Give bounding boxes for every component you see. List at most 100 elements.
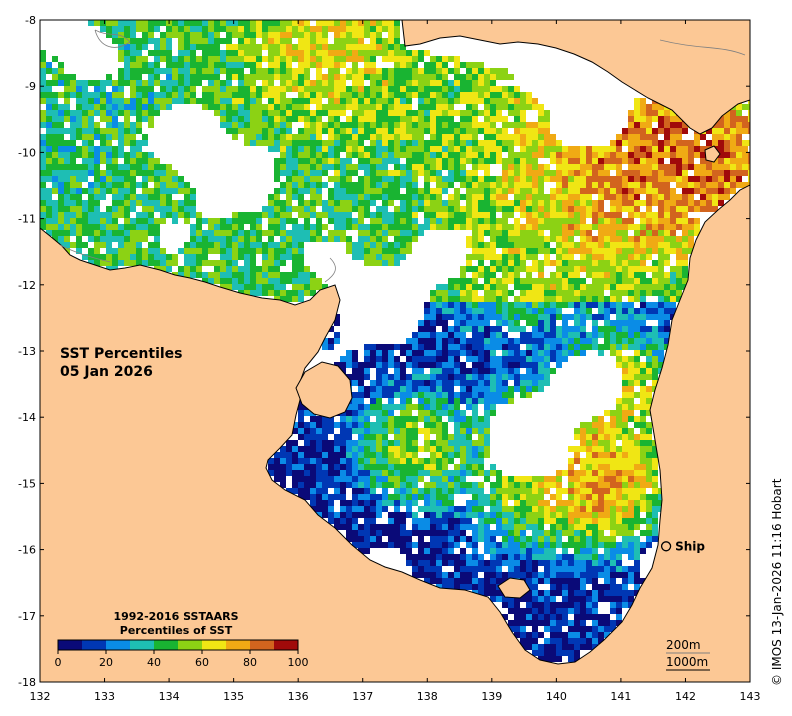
- sst-pixel: [124, 206, 130, 212]
- sst-pixel: [514, 368, 520, 374]
- sst-pixel: [304, 266, 310, 272]
- sst-pixel: [184, 92, 190, 98]
- sst-pixel: [502, 350, 508, 356]
- sst-pixel: [610, 230, 616, 236]
- sst-pixel: [322, 434, 328, 440]
- sst-pixel: [160, 188, 166, 194]
- sst-pixel: [316, 434, 322, 440]
- sst-pixel: [412, 458, 418, 464]
- sst-pixel: [340, 452, 346, 458]
- sst-pixel: [586, 284, 592, 290]
- sst-pixel: [742, 182, 748, 188]
- sst-pixel: [454, 194, 460, 200]
- sst-pixel: [412, 194, 418, 200]
- sst-pixel: [724, 194, 730, 200]
- sst-pixel: [568, 458, 574, 464]
- sst-pixel: [634, 182, 640, 188]
- sst-pixel: [604, 464, 610, 470]
- sst-pixel: [670, 296, 676, 302]
- sst-pixel: [358, 32, 364, 38]
- sst-pixel: [496, 296, 502, 302]
- sst-pixel: [658, 164, 664, 170]
- sst-pixel: [424, 350, 430, 356]
- sst-pixel: [340, 110, 346, 116]
- sst-pixel: [646, 248, 652, 254]
- sst-pixel: [442, 134, 448, 140]
- sst-pixel: [82, 140, 88, 146]
- sst-pixel: [658, 212, 664, 218]
- sst-pixel: [334, 200, 340, 206]
- sst-pixel: [268, 242, 274, 248]
- sst-pixel: [148, 248, 154, 254]
- sst-pixel: [682, 248, 688, 254]
- sst-pixel: [502, 482, 508, 488]
- sst-pixel: [664, 200, 670, 206]
- sst-pixel: [376, 398, 382, 404]
- sst-pixel: [316, 428, 322, 434]
- sst-pixel: [670, 146, 676, 152]
- sst-pixel: [250, 278, 256, 284]
- sst-pixel: [142, 224, 148, 230]
- sst-pixel: [118, 50, 124, 56]
- sst-pixel: [256, 140, 262, 146]
- sst-pixel: [484, 362, 490, 368]
- sst-pixel: [598, 272, 604, 278]
- sst-pixel: [376, 152, 382, 158]
- sst-pixel: [430, 122, 436, 128]
- sst-pixel: [322, 86, 328, 92]
- sst-pixel: [310, 26, 316, 32]
- sst-pixel: [634, 296, 640, 302]
- sst-pixel: [562, 470, 568, 476]
- sst-pixel: [580, 314, 586, 320]
- sst-pixel: [100, 104, 106, 110]
- sst-pixel: [490, 410, 496, 416]
- sst-pixel: [430, 146, 436, 152]
- sst-pixel: [622, 398, 628, 404]
- sst-pixel: [406, 110, 412, 116]
- sst-pixel: [316, 236, 322, 242]
- sst-pixel: [580, 344, 586, 350]
- sst-pixel: [256, 218, 262, 224]
- sst-pixel: [388, 182, 394, 188]
- sst-pixel: [130, 62, 136, 68]
- sst-pixel: [652, 218, 658, 224]
- sst-pixel: [160, 92, 166, 98]
- sst-pixel: [352, 248, 358, 254]
- sst-pixel: [316, 164, 322, 170]
- sst-pixel: [256, 74, 262, 80]
- sst-pixel: [472, 206, 478, 212]
- sst-pixel: [544, 374, 550, 380]
- sst-pixel: [646, 134, 652, 140]
- sst-pixel: [376, 260, 382, 266]
- sst-pixel: [514, 164, 520, 170]
- sst-pixel: [466, 464, 472, 470]
- sst-pixel: [280, 230, 286, 236]
- sst-pixel: [436, 80, 442, 86]
- sst-pixel: [700, 206, 706, 212]
- sst-pixel: [154, 260, 160, 266]
- sst-pixel: [196, 260, 202, 266]
- sst-pixel: [472, 80, 478, 86]
- sst-pixel: [508, 122, 514, 128]
- sst-pixel: [148, 116, 154, 122]
- sst-pixel: [430, 464, 436, 470]
- sst-pixel: [646, 470, 652, 476]
- sst-pixel: [580, 170, 586, 176]
- sst-pixel: [550, 212, 556, 218]
- sst-pixel: [430, 308, 436, 314]
- sst-pixel: [574, 164, 580, 170]
- sst-pixel: [250, 230, 256, 236]
- sst-pixel: [214, 278, 220, 284]
- sst-pixel: [400, 410, 406, 416]
- sst-pixel: [424, 302, 430, 308]
- sst-pixel: [550, 146, 556, 152]
- sst-pixel: [88, 218, 94, 224]
- sst-pixel: [556, 170, 562, 176]
- sst-pixel: [502, 314, 508, 320]
- sst-pixel: [430, 470, 436, 476]
- sst-pixel: [136, 140, 142, 146]
- sst-pixel: [454, 338, 460, 344]
- sst-pixel: [580, 278, 586, 284]
- sst-pixel: [448, 116, 454, 122]
